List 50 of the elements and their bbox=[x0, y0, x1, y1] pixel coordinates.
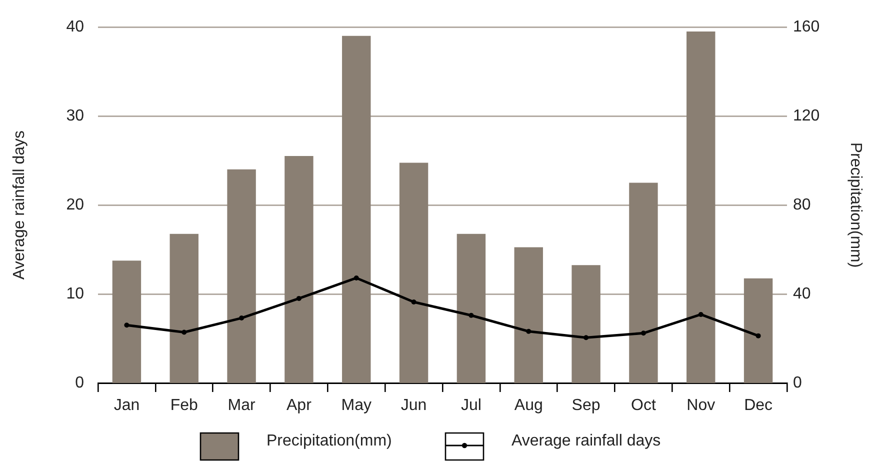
x-tick-label: Jan bbox=[114, 397, 140, 414]
bar bbox=[170, 234, 198, 383]
bar bbox=[514, 247, 543, 383]
point bbox=[354, 275, 359, 280]
x-tick-label: Aug bbox=[514, 397, 543, 414]
y2-tick-label: 0 bbox=[793, 374, 802, 392]
y-tick-label: 0 bbox=[75, 374, 84, 392]
point bbox=[526, 328, 532, 334]
point bbox=[182, 330, 187, 335]
bar bbox=[342, 36, 371, 383]
y-tick-label: 20 bbox=[66, 196, 84, 214]
x-tick-label: Nov bbox=[686, 397, 716, 414]
bar bbox=[744, 278, 773, 383]
y2-tick-label: 40 bbox=[793, 285, 811, 302]
point bbox=[756, 333, 761, 338]
x-tick-label: May bbox=[341, 397, 372, 414]
x-tick-label: Mar bbox=[228, 397, 256, 414]
y2-tick-label: 160 bbox=[793, 18, 820, 36]
y-tick-label: 10 bbox=[66, 285, 84, 302]
bar bbox=[399, 162, 428, 383]
point bbox=[468, 312, 474, 318]
legend-label: Precipitation(mm) bbox=[266, 432, 392, 450]
y2-tick-label: 80 bbox=[793, 196, 811, 214]
x-tick-label: Feb bbox=[170, 397, 198, 414]
point bbox=[239, 316, 244, 321]
point bbox=[411, 300, 416, 305]
y2-axis-title: Precipitation(mm) bbox=[846, 142, 864, 268]
bar bbox=[686, 31, 716, 383]
bar bbox=[572, 265, 600, 383]
bar bbox=[112, 260, 142, 383]
legend-label: Average rainfall days bbox=[512, 432, 661, 450]
point bbox=[698, 312, 704, 317]
point bbox=[124, 322, 130, 328]
point bbox=[640, 330, 646, 336]
x-tick-label: Sep bbox=[572, 397, 600, 414]
x-tick-label: Apr bbox=[286, 397, 312, 414]
bar bbox=[629, 182, 658, 383]
y-tick-label: 40 bbox=[66, 18, 84, 36]
bar bbox=[284, 156, 314, 383]
x-tick-label: Jul bbox=[460, 397, 482, 414]
point bbox=[584, 335, 589, 340]
y-axis-title: Average rainfall days bbox=[11, 130, 28, 280]
x-tick-label: Dec bbox=[744, 397, 773, 414]
point bbox=[296, 296, 302, 301]
y-tick-label: 30 bbox=[66, 107, 84, 124]
x-tick-label: Oct bbox=[631, 397, 656, 414]
bar bbox=[227, 169, 256, 383]
bar bbox=[456, 234, 486, 383]
y2-tick-label: 120 bbox=[793, 107, 820, 124]
x-tick-label: Jun bbox=[400, 397, 427, 414]
